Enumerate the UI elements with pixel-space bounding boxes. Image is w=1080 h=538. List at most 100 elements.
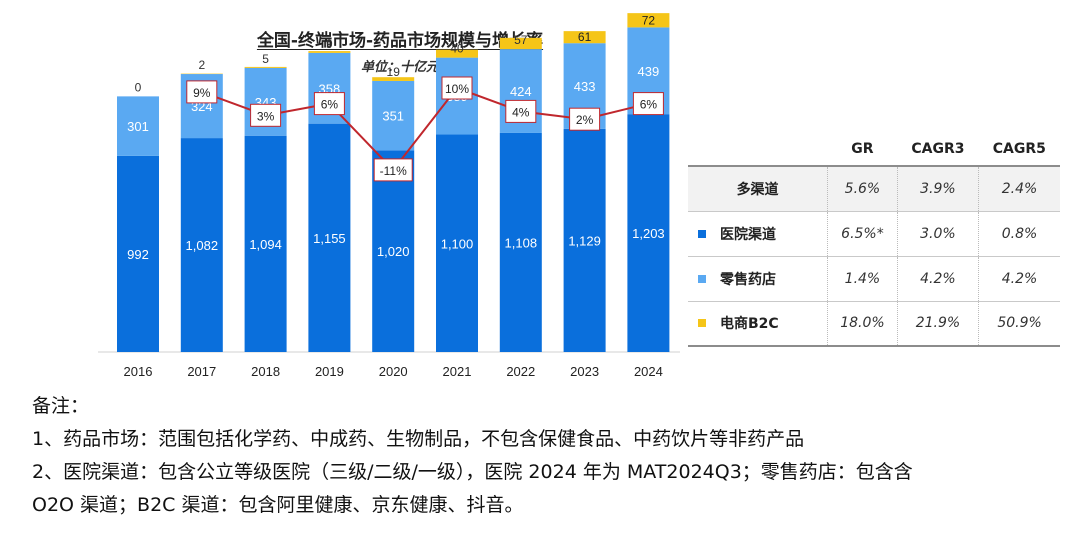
growth-rate-box [632, 92, 664, 116]
row-label-b2c: 电商B2C [688, 301, 829, 347]
tick-label: 2021 [443, 364, 472, 379]
growth-rate-label: 9% [193, 86, 211, 100]
bar-segment [627, 114, 670, 352]
stacked-bar-chart: 992301020161,082324220171,094343520181,1… [98, 13, 680, 379]
notes-section: 备注： 1、药品市场：范围包括化学药、中成药、生物制品，不包含保健食品、中药饮片… [32, 390, 1072, 522]
growth-rate-box [313, 92, 345, 116]
cell-gr: 6.5%* [827, 211, 898, 257]
tick-label: 2018 [251, 364, 280, 379]
bar-segment [117, 96, 159, 156]
note-line-3: O2O 渠道；B2C 渠道：包含阿里健康、京东健康、抖音。 [32, 494, 524, 516]
table-row-b2c: 电商B2C 18.0% 21.9% 50.9% [688, 301, 1060, 347]
data-label: 0 [135, 80, 142, 94]
growth-rate-box [505, 99, 537, 123]
data-label: 1,094 [249, 237, 282, 252]
note-line-1: 1、药品市场：范围包括化学药、中成药、生物制品，不包含保健食品、中药饮片等非药产… [32, 428, 805, 450]
bar-segment [180, 138, 223, 352]
bar-segment [499, 37, 542, 50]
table-row-retail: 零售药店 1.4% 4.2% 4.2% [688, 256, 1060, 302]
note-line-2: 2、医院渠道：包含公立等级医院（三级/二级/一级），医院 2024 年为 MAT… [32, 461, 913, 483]
bar-segment [117, 155, 159, 352]
bar-segment [563, 128, 606, 352]
bar-segment [627, 13, 670, 28]
data-label: 1,020 [377, 244, 410, 259]
tick-label: 2020 [379, 364, 408, 379]
data-label: 301 [127, 119, 149, 134]
data-label: 9 [326, 37, 333, 51]
data-label: 1,155 [313, 231, 346, 246]
retail-legend-swatch [698, 274, 706, 283]
data-label: 19 [387, 65, 401, 79]
hospital-legend-swatch [698, 229, 706, 238]
data-label: 1,108 [505, 235, 538, 250]
bar-segment [372, 80, 415, 151]
table-header-cagr5: CAGR5 [992, 140, 1046, 157]
data-label: 40 [450, 42, 464, 56]
table-header-row: GR CAGR3 CAGR5 [688, 132, 1060, 166]
data-label: 424 [510, 84, 532, 99]
growth-summary-table: GR CAGR3 CAGR5 多渠道 5.6% 3.9% 2.4% 医院渠道 6… [688, 132, 1060, 347]
row-label-total: 多渠道 [688, 165, 829, 212]
data-label: 439 [638, 64, 660, 79]
tick-label: 2023 [570, 364, 599, 379]
growth-rate-label: -11% [380, 164, 407, 178]
growth-rate-label: 3% [257, 109, 275, 123]
tick-label: 2022 [506, 364, 535, 379]
growth-rate-label: 6% [640, 98, 658, 112]
b2c-legend-swatch [698, 319, 706, 328]
chart-subtitle: 单位：十亿元 [360, 60, 439, 75]
table-header-cagr3: CAGR3 [911, 140, 965, 157]
data-label: 57 [514, 33, 528, 47]
tick-label: 2024 [634, 364, 663, 379]
bar-segment [244, 135, 287, 352]
bar-segment [372, 150, 415, 352]
bar-segment [244, 66, 287, 68]
growth-rate-label: 10% [445, 82, 469, 96]
growth-rate-label: 6% [321, 98, 339, 112]
cell-cagr3: 3.9% [897, 165, 980, 212]
tick-label: 2017 [187, 364, 216, 379]
data-label: 351 [382, 109, 404, 124]
chart-title: 全国-终端市场-药品市场规模与增长率 [256, 31, 544, 51]
row-label-text: 零售药店 [720, 271, 776, 288]
growth-rate-box [569, 107, 601, 131]
bar-segment [499, 132, 542, 352]
growth-rate-box [441, 76, 473, 100]
cell-cagr3: 4.2% [897, 256, 980, 302]
bar-segment [563, 31, 606, 44]
row-label-text: 医院渠道 [720, 226, 776, 243]
row-label-text: 电商B2C [720, 316, 779, 333]
cell-gr: 1.4% [827, 256, 898, 302]
tick-label: 2016 [124, 364, 153, 379]
growth-rate-label: 4% [512, 105, 530, 119]
cell-gr: 18.0% [827, 301, 898, 347]
growth-rate-box [250, 103, 282, 127]
bar-segment [308, 123, 351, 353]
table-row-hospital: 医院渠道 6.5%* 3.0% 0.8% [688, 211, 1060, 257]
data-label: 72 [642, 13, 656, 27]
data-label: 992 [127, 247, 149, 262]
row-label-hospital: 医院渠道 [688, 211, 829, 257]
row-label-retail: 零售药店 [688, 256, 829, 302]
notes-heading: 备注： [32, 395, 90, 417]
data-label: 1,082 [186, 238, 219, 253]
row-label-text: 多渠道 [736, 181, 779, 198]
cell-cagr5: 50.9% [978, 301, 1060, 347]
data-label: 5 [262, 52, 269, 66]
bar-segment [372, 77, 415, 81]
growth-rate-box [186, 80, 218, 104]
data-label: 1,129 [568, 233, 601, 248]
cell-cagr5: 2.4% [978, 165, 1060, 212]
data-label: 2 [198, 58, 205, 72]
cell-cagr3: 3.0% [897, 211, 980, 257]
cell-cagr5: 0.8% [978, 211, 1060, 257]
growth-rate-label: 2% [576, 113, 594, 127]
table-header-empty [688, 132, 828, 166]
data-label: 61 [578, 30, 592, 44]
cell-gr: 5.6% [827, 165, 898, 212]
data-label: 1,203 [632, 226, 665, 241]
cell-cagr3: 21.9% [897, 301, 980, 347]
bar-segment [308, 51, 351, 53]
growth-rate-box [373, 158, 413, 182]
table-row-total: 多渠道 5.6% 3.9% 2.4% [688, 165, 1060, 212]
